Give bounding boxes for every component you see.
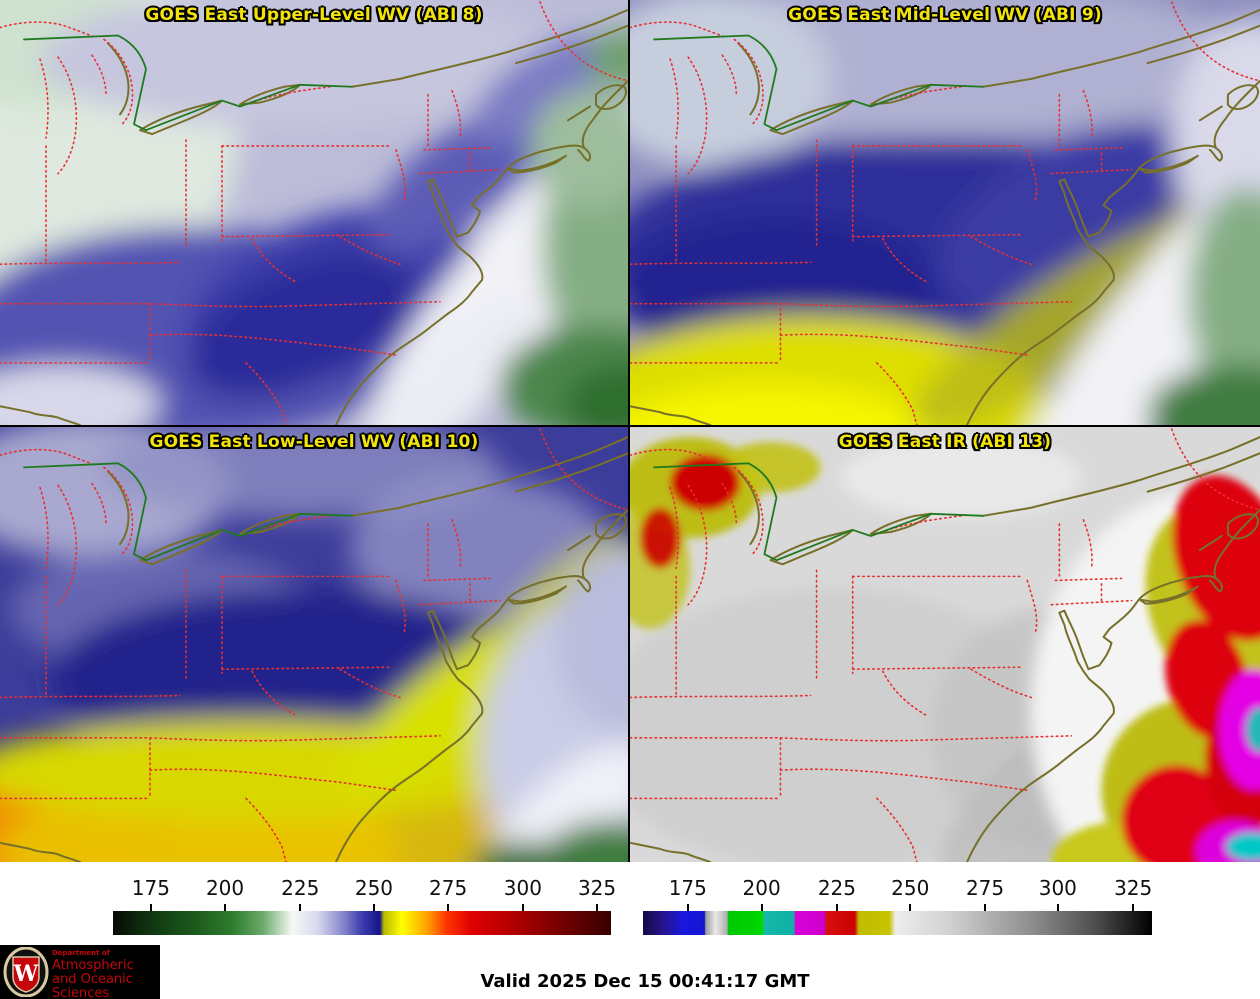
legend-row: 175 200 225 250 275 300 325 175 200 225 …: [0, 862, 1260, 945]
tick-label: 175: [668, 876, 707, 900]
tick-mark: [447, 904, 450, 911]
satellite-image-abi9: [630, 0, 1260, 425]
tick-mark: [760, 904, 763, 911]
logo-line-oceanic: and Oceanic Sciences: [52, 971, 133, 999]
panel-abi13: GOES East IR (ABI 13): [630, 427, 1260, 862]
tick-label: 250: [891, 876, 930, 900]
satellite-image-abi10: [0, 427, 628, 862]
tick-mark: [299, 904, 302, 911]
logo-line-atmospheric: Atmospheric: [52, 958, 134, 974]
tick-label: 325: [577, 876, 617, 900]
tick-label: 225: [281, 876, 320, 900]
tick-mark: [1056, 904, 1059, 911]
satellite-panel-grid: GOES East Upper-Level WV (ABI 8): [0, 0, 1260, 862]
tick-label: 175: [131, 876, 170, 900]
tick-mark: [686, 904, 689, 911]
uw-aos-logo: W Department of Atmospheric and Oceanic …: [0, 945, 160, 999]
panel-abi9: GOES East Mid-Level WV (ABI 9): [630, 0, 1260, 425]
panel-abi10: GOES East Low-Level WV (ABI 10): [0, 427, 628, 862]
tick-mark: [984, 904, 987, 911]
uw-crest-icon: W: [3, 947, 49, 997]
tick-mark: [521, 904, 524, 911]
tick-label: 250: [354, 876, 394, 900]
tick-mark: [1132, 904, 1135, 911]
tick-label: 225: [817, 876, 857, 900]
tick-label: 300: [503, 876, 542, 900]
tick-mark: [224, 904, 227, 911]
valid-timestamp: Valid 2025 Dec 15 00:41:17 GMT: [480, 971, 810, 992]
tick-mark: [149, 904, 152, 911]
tick-label: 275: [429, 876, 468, 900]
colorbar-wv: 175 200 225 250 275 300 325: [113, 862, 616, 945]
tick-label: 275: [965, 876, 1005, 900]
tick-mark: [372, 904, 375, 911]
colorbar-ir: 175 200 225 250 275 300 325: [643, 862, 1152, 945]
tick-label: 200: [205, 876, 245, 900]
colorbar-wv-gradient: [113, 911, 611, 935]
tick-mark: [909, 904, 912, 911]
tick-mark: [835, 904, 838, 911]
tick-label: 325: [1114, 876, 1153, 900]
tick-label: 200: [742, 876, 781, 900]
satellite-image-abi8: [0, 0, 628, 425]
svg-text:W: W: [13, 961, 39, 987]
footer: W Department of Atmospheric and Oceanic …: [0, 945, 1260, 999]
tick-mark: [596, 904, 599, 911]
logo-department-line: Department of: [52, 949, 110, 957]
satellite-image-abi13: [630, 427, 1260, 862]
colorbar-ir-gradient: [643, 911, 1152, 935]
tick-label: 300: [1038, 876, 1077, 900]
logo-text: Department of Atmospheric and Oceanic Sc…: [52, 949, 160, 999]
panel-abi8: GOES East Upper-Level WV (ABI 8): [0, 0, 628, 425]
